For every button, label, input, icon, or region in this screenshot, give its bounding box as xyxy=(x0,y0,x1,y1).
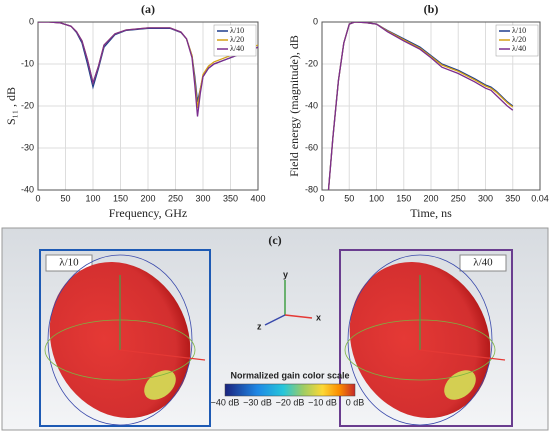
line-series xyxy=(327,22,514,190)
legend-label: λ/10 xyxy=(230,26,244,35)
colorbar-label: 0 dB xyxy=(346,397,365,407)
axis-label: x xyxy=(316,312,321,322)
x-tick-label: 0 xyxy=(35,193,40,203)
inset-frame xyxy=(339,249,513,427)
y-tick-label: -80 xyxy=(305,184,318,194)
y-tick-label: -40 xyxy=(21,184,34,194)
inset-label-box xyxy=(45,254,93,272)
y-tick-label: 0 xyxy=(313,16,318,26)
axes-glyph: y x z xyxy=(257,269,321,331)
y-tick-label: 0 xyxy=(29,16,34,26)
plot-frame xyxy=(37,21,259,191)
x-tick-label: 400 xyxy=(250,193,265,203)
x-tick-label: 350 xyxy=(505,193,520,203)
colorbar-label: −10 dB xyxy=(308,397,337,407)
y-tick-label: -20 xyxy=(21,100,34,110)
x-tick-label: 250 xyxy=(451,193,466,203)
inset-label-box xyxy=(459,254,507,272)
colorbar-label: −30 dB xyxy=(243,397,272,407)
x-tick-label: 150 xyxy=(113,193,128,203)
x-tick-label: 250 xyxy=(168,193,183,203)
x-tick-label: 50 xyxy=(344,193,354,203)
colorbar-title: Normalized gain color scale xyxy=(230,370,349,380)
x-tick-label: 100 xyxy=(369,193,384,203)
line-series xyxy=(38,22,258,117)
panel-c: (c) λ/10 λ/40 y x z Normalized gain colo… xyxy=(1,227,549,431)
x-axis-label: Time, ns xyxy=(410,206,452,220)
axis-label: z xyxy=(257,321,262,331)
y-axis-label: Field energy (magnitude), dB xyxy=(287,35,301,177)
y-tick-label: -30 xyxy=(21,142,34,152)
x-tick-label: 0.04 xyxy=(531,193,549,203)
x-tick-label: 200 xyxy=(423,193,438,203)
y-axis-label: S₁₁ , dB xyxy=(4,87,18,125)
colorbar-label: −20 dB xyxy=(276,397,305,407)
legend-label: λ/40 xyxy=(512,44,526,53)
legend-label: λ/20 xyxy=(230,35,244,44)
pattern-left xyxy=(44,254,206,426)
chart: 0-10-20-30-400 50 100 150 200 250 300 350 400λ/1… xyxy=(4,2,266,220)
x-axis-label: Frequency, GHz xyxy=(109,206,188,220)
inset-label: λ/40 xyxy=(473,257,493,269)
pattern-right xyxy=(344,254,506,426)
y-tick-label: -10 xyxy=(21,58,34,68)
x-tick-label: 150 xyxy=(396,193,411,203)
chart-title: (a) xyxy=(141,2,155,16)
x-tick-label: 0 xyxy=(319,193,324,203)
x-tick-label: 100 xyxy=(85,193,100,203)
inset-label: λ/10 xyxy=(59,257,79,269)
chart: 0-20-40-60-800 50 100 150 200 250 300 350 0.04λ/… xyxy=(287,2,549,220)
x-tick-label: 300 xyxy=(478,193,493,203)
chart-title: (b) xyxy=(424,2,439,16)
colorbar xyxy=(224,383,356,397)
y-tick-label: -60 xyxy=(305,142,318,152)
legend-label: λ/20 xyxy=(512,35,526,44)
colorbar-label: −40 dB xyxy=(211,397,240,407)
plot-frame xyxy=(321,21,541,191)
panel-label: (c) xyxy=(268,233,281,247)
inset-frame xyxy=(39,249,211,427)
x-tick-label: 350 xyxy=(223,193,238,203)
colorbar-labels: −40 dB −30 dB −20 dB −10 dB 0 dB xyxy=(211,397,365,407)
y-tick-label: -20 xyxy=(305,58,318,68)
x-tick-label: 50 xyxy=(60,193,70,203)
y-tick-label: -40 xyxy=(305,100,318,110)
legend-label: λ/10 xyxy=(512,26,526,35)
axis-label: y xyxy=(283,269,288,279)
x-tick-label: 200 xyxy=(140,193,155,203)
legend-label: λ/40 xyxy=(230,44,244,53)
x-tick-label: 300 xyxy=(195,193,210,203)
